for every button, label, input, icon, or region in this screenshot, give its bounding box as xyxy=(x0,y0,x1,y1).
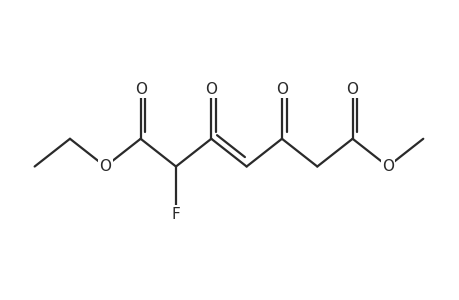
Text: O: O xyxy=(346,82,358,97)
Text: O: O xyxy=(134,82,146,97)
Text: F: F xyxy=(171,207,180,222)
Text: O: O xyxy=(205,82,217,97)
Text: O: O xyxy=(99,159,111,174)
Text: O: O xyxy=(275,82,287,97)
Text: O: O xyxy=(381,159,393,174)
